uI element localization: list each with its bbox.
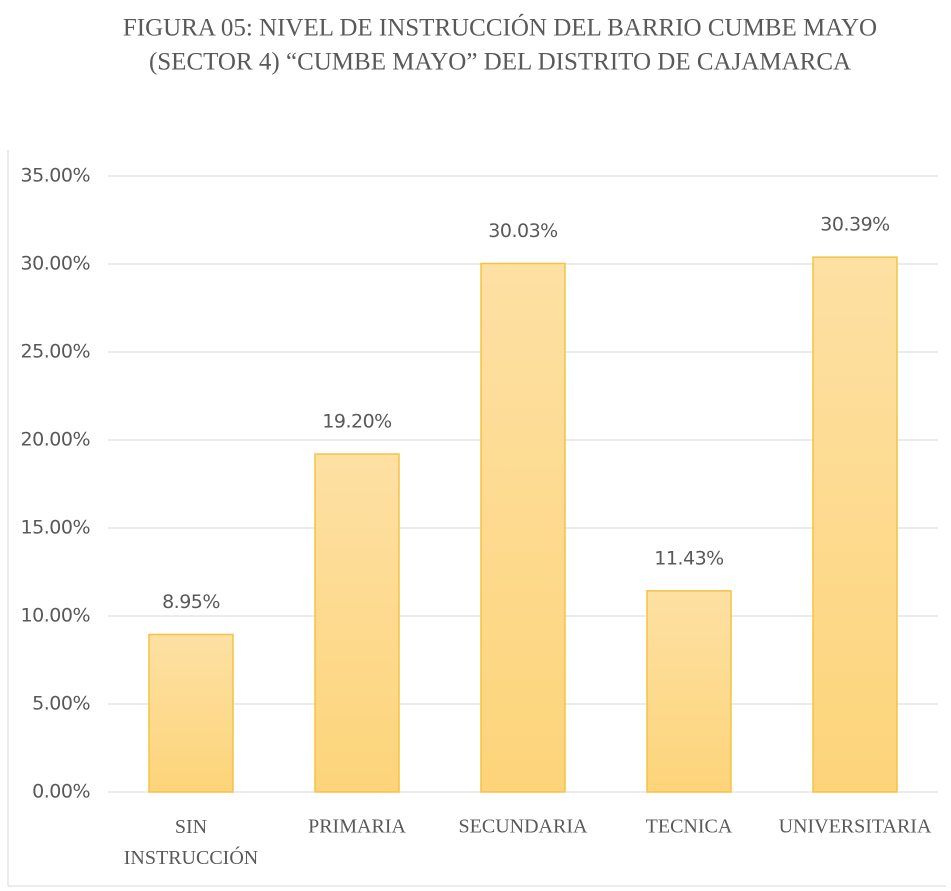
bar bbox=[812, 256, 898, 793]
x-tick-label: SIN INSTRUCCIÓN bbox=[124, 816, 258, 869]
y-tick-label: 0.00% bbox=[32, 781, 90, 803]
data-label: 19.20% bbox=[322, 411, 391, 433]
chart-title: (SECTOR 4) “CUMBE MAYO” DEL DISTRITO DE … bbox=[149, 49, 851, 76]
y-tick-label: 5.00% bbox=[32, 693, 90, 715]
bar bbox=[314, 453, 400, 793]
chart-title: FIGURA 05: NIVEL DE INSTRUCCIÓN DEL BARR… bbox=[123, 14, 877, 42]
y-tick-label: 20.00% bbox=[21, 429, 90, 451]
bar bbox=[646, 590, 732, 793]
data-label: 30.03% bbox=[488, 220, 557, 242]
x-tick-label: TECNICA bbox=[646, 816, 733, 838]
x-tick-label: UNIVERSITARIA bbox=[779, 816, 932, 838]
x-tick-label: SECUNDARIA bbox=[459, 816, 588, 838]
y-tick-label: 35.00% bbox=[21, 165, 90, 187]
frame bbox=[7, 150, 946, 887]
data-label: 8.95% bbox=[162, 591, 220, 613]
y-tick-label: 25.00% bbox=[21, 341, 90, 363]
bar bbox=[148, 633, 234, 793]
y-tick-label: 15.00% bbox=[21, 517, 90, 539]
bar bbox=[480, 262, 566, 793]
x-tick-label: PRIMARIA bbox=[308, 816, 406, 838]
data-label: 11.43% bbox=[654, 547, 723, 569]
y-tick-label: 30.00% bbox=[21, 253, 90, 275]
y-tick-label: 10.00% bbox=[21, 605, 90, 627]
data-label: 30.39% bbox=[820, 214, 889, 236]
